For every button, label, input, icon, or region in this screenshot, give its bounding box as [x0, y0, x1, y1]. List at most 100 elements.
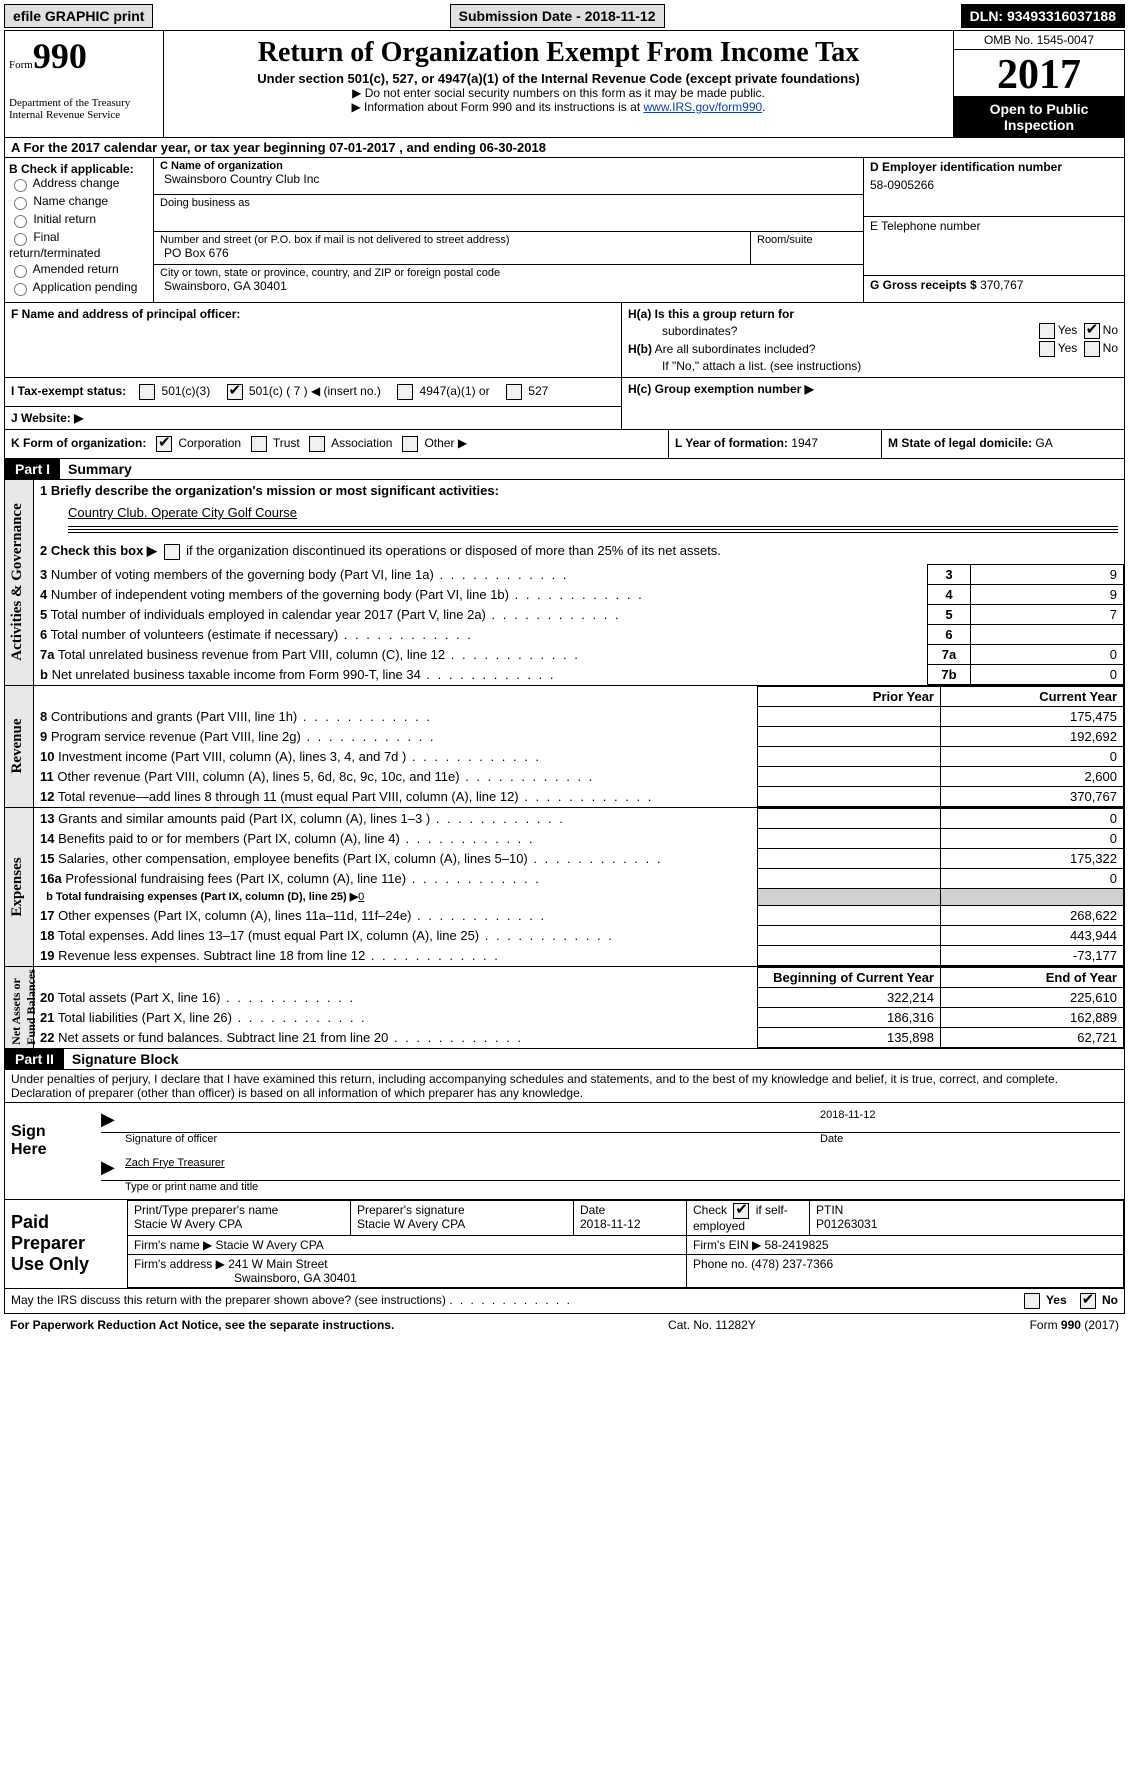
street-value: PO Box 676	[160, 246, 744, 260]
501c-checkbox[interactable]	[227, 384, 243, 400]
submission-date: Submission Date - 2018-11-12	[450, 4, 665, 28]
checkbox-option[interactable]: Application pending	[9, 280, 149, 296]
arrow-icon: ▶	[101, 1109, 121, 1130]
side-tab-revenue: Revenue	[9, 719, 26, 774]
form-number: 990	[33, 36, 87, 76]
city-value: Swainsboro, GA 30401	[160, 279, 857, 293]
room-label: Room/suite	[757, 234, 857, 246]
firm-phone: (478) 237-7366	[751, 1257, 833, 1271]
tax-year: 2017	[954, 50, 1124, 97]
irs-link[interactable]: www.IRS.gov/form990	[643, 100, 762, 114]
note-ssn: ▶ Do not enter social security numbers o…	[168, 86, 949, 100]
box-h: H(a) Is this a group return for subordin…	[622, 303, 1124, 377]
part-i-header: Part I Summary	[4, 459, 1125, 480]
signature-officer-field[interactable]	[121, 1109, 820, 1130]
officer-name-title-value: Zach Frye Treasurer	[121, 1157, 1120, 1178]
irs-discuss-row: May the IRS discuss this return with the…	[4, 1289, 1125, 1314]
preparer-name-label: Print/Type preparer's name	[134, 1203, 344, 1217]
line-2-checkbox[interactable]	[164, 544, 180, 560]
box-hc: H(c) Group exemption number ▶	[621, 378, 1124, 429]
self-employed-checkbox[interactable]	[733, 1203, 749, 1219]
table-row: 20 Total assets (Part X, line 16)322,214…	[34, 987, 1124, 1007]
preparer-sig-label: Preparer's signature	[357, 1203, 567, 1217]
part-ii-header: Part II Signature Block	[4, 1049, 1125, 1070]
checkbox-option[interactable]: Amended return	[9, 262, 149, 278]
form-word: Form	[9, 59, 33, 71]
firm-ein: 58-2419825	[765, 1238, 829, 1252]
cat-number: Cat. No. 11282Y	[668, 1318, 756, 1332]
ha-yes-checkbox[interactable]	[1039, 323, 1055, 339]
signature-declaration: Under penalties of perjury, I declare th…	[4, 1070, 1125, 1103]
dln: DLN: 93493316037188	[961, 4, 1125, 28]
row-l: L Year of formation: 1947	[668, 430, 881, 458]
tel-label: E Telephone number	[870, 219, 1118, 233]
section-activities-governance: Activities & Governance 1 Briefly descri…	[4, 480, 1125, 686]
table-revenue: Prior YearCurrent Year8 Contributions an…	[34, 686, 1124, 807]
checkbox-option[interactable]: Initial return	[9, 212, 149, 228]
row-a-tax-year: A For the 2017 calendar year, or tax yea…	[4, 138, 1125, 158]
sign-here-label: SignHere	[5, 1103, 97, 1199]
section-bcdeg: B Check if applicable: Address change Na…	[4, 158, 1125, 303]
dba-label: Doing business as	[160, 197, 857, 209]
table-row: 22 Net assets or fund balances. Subtract…	[34, 1027, 1124, 1047]
501c3-checkbox[interactable]	[139, 384, 155, 400]
table-row: 16a Professional fundraising fees (Part …	[34, 868, 1124, 888]
org-name: Swainsboro Country Club Inc	[160, 172, 857, 186]
efile-label: efile GRAPHIC print	[4, 4, 153, 28]
527-checkbox[interactable]	[506, 384, 522, 400]
ha-no-checkbox[interactable]	[1084, 323, 1100, 339]
ein-label: D Employer identification number	[870, 160, 1118, 174]
section-revenue: Revenue Prior YearCurrent Year8 Contribu…	[4, 686, 1125, 808]
mission-text: Country Club. Operate City Golf Course	[68, 505, 297, 520]
corp-checkbox[interactable]	[156, 436, 172, 452]
row-fh: F Name and address of principal officer:…	[4, 303, 1125, 378]
gross-value: 370,767	[980, 278, 1023, 292]
firm-address: 241 W Main Street	[228, 1257, 327, 1271]
trust-checkbox[interactable]	[251, 436, 267, 452]
table-row: 9 Program service revenue (Part VIII, li…	[34, 726, 1124, 746]
discuss-yes-checkbox[interactable]	[1024, 1293, 1040, 1309]
discuss-no-checkbox[interactable]	[1080, 1293, 1096, 1309]
col-deg: D Employer identification number 58-0905…	[864, 158, 1124, 302]
efile-bar: efile GRAPHIC print Submission Date - 20…	[4, 4, 1125, 28]
checkbox-option[interactable]: Name change	[9, 194, 149, 210]
firm-name: Stacie W Avery CPA	[216, 1238, 324, 1252]
table-row: 21 Total liabilities (Part X, line 26)18…	[34, 1007, 1124, 1027]
row-klm: K Form of organization: Corporation Trus…	[4, 430, 1125, 459]
paid-preparer-block: PaidPreparerUse Only Print/Type preparer…	[4, 1200, 1125, 1289]
paid-preparer-label: PaidPreparerUse Only	[5, 1200, 127, 1288]
table-row: 12 Total revenue—add lines 8 through 11 …	[34, 786, 1124, 806]
assoc-checkbox[interactable]	[309, 436, 325, 452]
col-b-checkboxes: B Check if applicable: Address change Na…	[5, 158, 153, 302]
hb-no-checkbox[interactable]	[1084, 341, 1100, 357]
col-b-label: B Check if applicable:	[9, 162, 149, 176]
table-row: 11 Other revenue (Part VIII, column (A),…	[34, 766, 1124, 786]
box-f: F Name and address of principal officer:	[5, 303, 622, 377]
other-checkbox[interactable]	[402, 436, 418, 452]
checkbox-option[interactable]: Address change	[9, 176, 149, 192]
irs: Internal Revenue Service	[9, 109, 159, 121]
row-i: I Tax-exempt status: 501(c)(3) 501(c) ( …	[5, 378, 621, 407]
sign-here-block: SignHere ▶ 2018-11-12 Signature of offic…	[4, 1103, 1125, 1200]
table-row-16b: b Total fundraising expenses (Part IX, c…	[34, 888, 1124, 905]
table-net-assets: Beginning of Current YearEnd of Year20 T…	[34, 967, 1124, 1048]
firm-address-2: Swainsboro, GA 30401	[134, 1271, 680, 1285]
table-expenses: 13 Grants and similar amounts paid (Part…	[34, 808, 1124, 966]
city-label: City or town, state or province, country…	[160, 267, 857, 279]
prep-date: 2018-11-12	[580, 1217, 680, 1231]
4947-checkbox[interactable]	[397, 384, 413, 400]
row-ij: I Tax-exempt status: 501(c)(3) 501(c) ( …	[4, 378, 1125, 430]
table-lines-3-7: 3 Number of voting members of the govern…	[34, 564, 1124, 685]
side-tab-ag: Activities & Governance	[9, 504, 26, 661]
table-row: 3 Number of voting members of the govern…	[34, 564, 1124, 584]
gross-label: G Gross receipts $	[870, 278, 977, 292]
hb-note: If "No," attach a list. (see instruction…	[628, 359, 1118, 373]
table-row: 7a Total unrelated business revenue from…	[34, 644, 1124, 664]
table-row: 19 Revenue less expenses. Subtract line …	[34, 945, 1124, 965]
table-row: 17 Other expenses (Part IX, column (A), …	[34, 905, 1124, 925]
checkbox-option[interactable]: Final return/terminated	[9, 230, 149, 260]
hb-yes-checkbox[interactable]	[1039, 341, 1055, 357]
form-title: Return of Organization Exempt From Incom…	[168, 37, 949, 69]
omb-number: OMB No. 1545-0047	[954, 31, 1124, 50]
table-row: 8 Contributions and grants (Part VIII, l…	[34, 706, 1124, 726]
